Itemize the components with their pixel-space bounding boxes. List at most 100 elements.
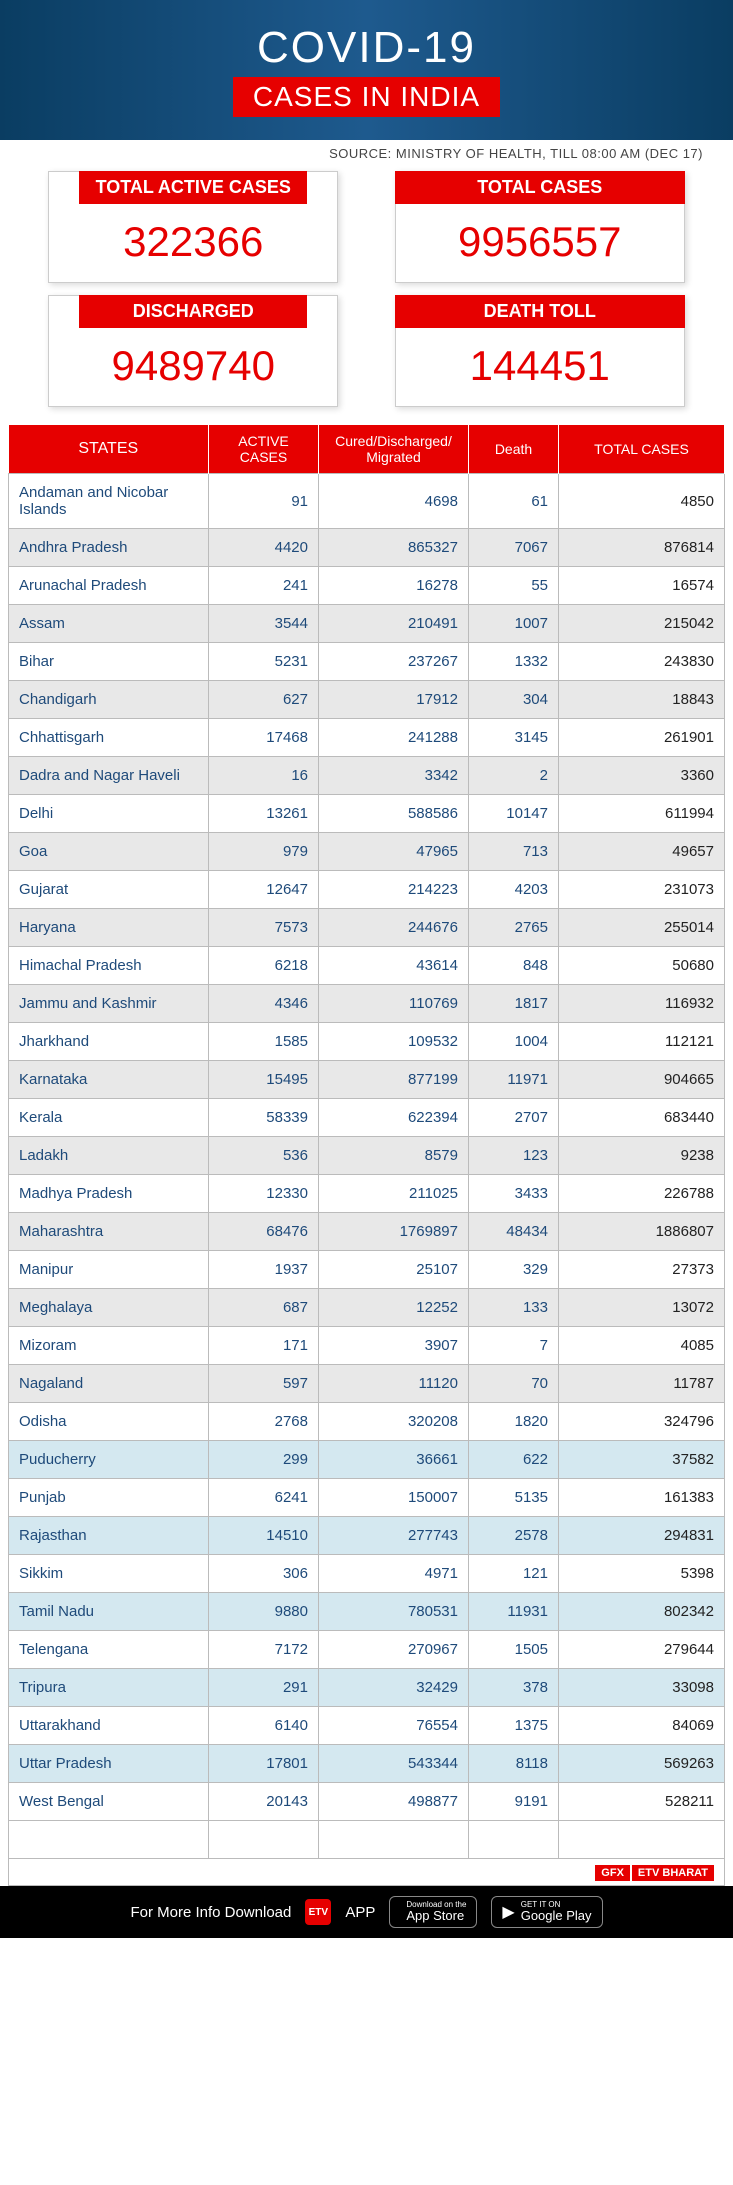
table-cell: Uttar Pradesh (9, 1745, 209, 1783)
table-cell: 210491 (319, 605, 469, 643)
table-cell: 237267 (319, 643, 469, 681)
appstore-t2: App Store (406, 1909, 466, 1923)
table-cell: 536 (209, 1137, 319, 1175)
table-cell: 979 (209, 833, 319, 871)
table-cell: 4850 (559, 474, 725, 529)
table-cell: 7172 (209, 1631, 319, 1669)
table-cell: 622394 (319, 1099, 469, 1137)
table-cell: 215042 (559, 605, 725, 643)
table-cell: 48434 (469, 1213, 559, 1251)
table-cell: 244676 (319, 909, 469, 947)
table-cell: 36661 (319, 1441, 469, 1479)
table-cell: 9238 (559, 1137, 725, 1175)
stat-label: DEATH TOLL (395, 295, 685, 328)
table-cell: 4346 (209, 985, 319, 1023)
table-cell: Rajasthan (9, 1517, 209, 1555)
table-cell: 133 (469, 1289, 559, 1327)
table-cell: 7573 (209, 909, 319, 947)
table-cell: 13261 (209, 795, 319, 833)
table-cell: 378 (469, 1669, 559, 1707)
table-cell: Meghalaya (9, 1289, 209, 1327)
table-cell: Haryana (9, 909, 209, 947)
table-cell: 214223 (319, 871, 469, 909)
table-row: Jammu and Kashmir43461107691817116932 (9, 985, 725, 1023)
table-cell: 4698 (319, 474, 469, 529)
states-table: STATES ACTIVE CASES Cured/Discharged/Mig… (8, 425, 725, 1886)
header-banner: COVID-19 CASES IN INDIA (0, 0, 733, 140)
table-cell: 161383 (559, 1479, 725, 1517)
table-cell: 4971 (319, 1555, 469, 1593)
table-cell (469, 1821, 559, 1859)
table-cell: 110769 (319, 985, 469, 1023)
table-row: Himachal Pradesh62184361484850680 (9, 947, 725, 985)
stat-value: 9956557 (396, 204, 684, 282)
table-cell: 11971 (469, 1061, 559, 1099)
table-row: Uttarakhand614076554137584069 (9, 1707, 725, 1745)
stat-value: 144451 (396, 328, 684, 406)
table-cell: Delhi (9, 795, 209, 833)
table-cell: 37582 (559, 1441, 725, 1479)
table-cell: 1886807 (559, 1213, 725, 1251)
table-cell: Punjab (9, 1479, 209, 1517)
table-cell: 1769897 (319, 1213, 469, 1251)
table-cell: 84069 (559, 1707, 725, 1745)
table-cell: 226788 (559, 1175, 725, 1213)
table-cell: Sikkim (9, 1555, 209, 1593)
stat-value: 322366 (49, 204, 337, 282)
table-cell: 4085 (559, 1327, 725, 1365)
table-cell: 12252 (319, 1289, 469, 1327)
table-cell: Himachal Pradesh (9, 947, 209, 985)
table-cell: Dadra and Nagar Haveli (9, 757, 209, 795)
table-cell (9, 1821, 209, 1859)
table-cell: 6241 (209, 1479, 319, 1517)
table-cell: 17801 (209, 1745, 319, 1783)
table-cell: 33098 (559, 1669, 725, 1707)
table-cell: 7067 (469, 529, 559, 567)
table-row: Kerala583396223942707683440 (9, 1099, 725, 1137)
table-cell: 16278 (319, 567, 469, 605)
table-row: Madhya Pradesh123302110253433226788 (9, 1175, 725, 1213)
table-cell: 11931 (469, 1593, 559, 1631)
table-row: Chhattisgarh174682412883145261901 (9, 719, 725, 757)
table-cell: 3145 (469, 719, 559, 757)
table-cell: Telengana (9, 1631, 209, 1669)
table-cell: 241 (209, 567, 319, 605)
footer: For More Info Download ETV APP Download … (0, 1886, 733, 1938)
table-row: Andaman and Nicobar Islands914698614850 (9, 474, 725, 529)
table-cell: Nagaland (9, 1365, 209, 1403)
table-cell: 306 (209, 1555, 319, 1593)
table-cell: 7 (469, 1327, 559, 1365)
play-t2: Google Play (521, 1909, 592, 1923)
table-row: Chandigarh6271791230418843 (9, 681, 725, 719)
table-cell: 3342 (319, 757, 469, 795)
table-cell: 12647 (209, 871, 319, 909)
table-cell: 6218 (209, 947, 319, 985)
table-row: Meghalaya6871225213313072 (9, 1289, 725, 1327)
table-row-blank (9, 1821, 725, 1859)
stat-discharged: DISCHARGED 9489740 (48, 295, 338, 407)
table-cell: 528211 (559, 1783, 725, 1821)
table-cell: 58339 (209, 1099, 319, 1137)
col-cured: Cured/Discharged/Migrated (319, 425, 469, 474)
table-cell: 304 (469, 681, 559, 719)
table-cell: 18843 (559, 681, 725, 719)
table-cell: 1820 (469, 1403, 559, 1441)
gfx-cell: GFXETV BHARAT (9, 1859, 725, 1886)
table-cell: Ladakh (9, 1137, 209, 1175)
table-cell: 597 (209, 1365, 319, 1403)
table-cell: 55 (469, 567, 559, 605)
table-cell: 291 (209, 1669, 319, 1707)
table-cell: 50680 (559, 947, 725, 985)
table-cell: 13072 (559, 1289, 725, 1327)
table-cell: 16574 (559, 567, 725, 605)
googleplay-badge[interactable]: ▶ GET IT ONGoogle Play (491, 1896, 602, 1928)
table-cell: Kerala (9, 1099, 209, 1137)
appstore-badge[interactable]: Download on theApp Store (389, 1896, 477, 1928)
table-cell: 5135 (469, 1479, 559, 1517)
table-row: Assam35442104911007215042 (9, 605, 725, 643)
table-cell: Maharashtra (9, 1213, 209, 1251)
table-row: Odisha27683202081820324796 (9, 1403, 725, 1441)
table-cell: 5231 (209, 643, 319, 681)
table-cell: Bihar (9, 643, 209, 681)
table-row: Telengana71722709671505279644 (9, 1631, 725, 1669)
